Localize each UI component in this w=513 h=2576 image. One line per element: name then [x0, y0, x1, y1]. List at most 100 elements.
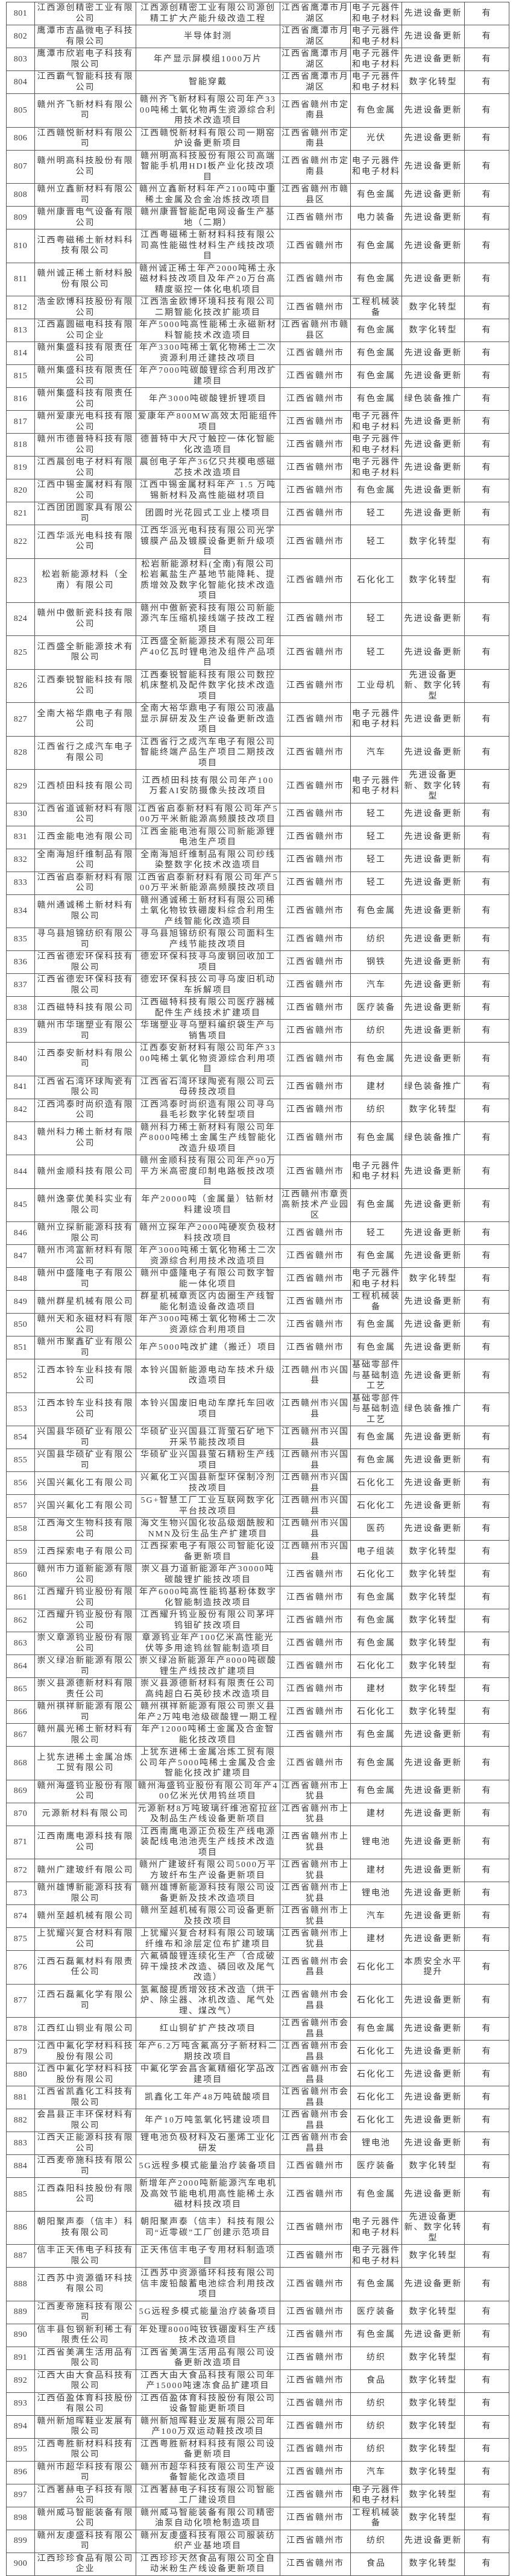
location-cell: 江西省赣州市会昌县 — [280, 1950, 351, 1985]
company-name-cell: 江西省行之成汽车电子有限公司 — [34, 735, 136, 770]
company-name-cell: 江西森阳科技股份有限公司 — [34, 2177, 136, 2212]
project-name-cell: 江西桢田科技有限公司年产100万套AI安防摄像头技改项目 — [136, 769, 280, 803]
industry-cell: 轻工 — [350, 1221, 402, 1245]
company-name-cell: 上犹东进稀土金属冶炼工贸有限公司 — [34, 1746, 136, 1780]
location-cell: 江西省赣州市上犹县 — [280, 1779, 351, 1803]
status-flag-cell: 有 — [464, 1221, 509, 1245]
status-flag-cell: 有 — [464, 1654, 509, 1678]
category-cell: 先进设备更新 — [401, 433, 465, 457]
row-number-cell: 815 — [6, 364, 35, 388]
row-number-cell: 892 — [6, 2369, 35, 2393]
status-flag-cell: 有 — [464, 229, 509, 263]
category-cell: 先进设备更新 — [401, 735, 465, 770]
location-cell: 江西省赣州市赣县区 — [280, 183, 351, 207]
location-cell: 江西省赣州市上犹县 — [280, 1802, 351, 1826]
industry-cell: 轻工 — [350, 525, 402, 559]
location-cell: 江西赣州市章贡高新技术产业园区 — [280, 1188, 351, 1222]
table-row: 864 崇义绿冶新能源有限公司 崇义绿冶新能源年产8000吨碳酸锂生产线技改扩建项目… — [6, 1654, 509, 1678]
location-cell: 江西省赣州市 — [280, 1019, 351, 1043]
project-name-cell: 江西华派光电科技有限公司光学镀膜产品及镀膜设备更新升级项目 — [136, 525, 280, 559]
row-number-cell: 839 — [6, 1019, 35, 1043]
row-number-cell: 891 — [6, 2346, 35, 2370]
industry-cell: 电子元器件和电子材料 — [350, 410, 402, 434]
industry-cell: 基础零部件与基础制造工艺 — [350, 1392, 402, 1426]
status-flag-cell: 有 — [464, 2506, 509, 2530]
table-row: 839 赣州市华瑞塑业有限公司 华瑞塑业寻乌塑料编织袋生产与销售项目 江西省赣州市 纺织… — [6, 1019, 509, 1043]
row-number-cell: 884 — [6, 2154, 35, 2178]
table-row: 891 江西省美满生活用品有限公司 江西省美满生活用品有限公司设备更新改造项目 江西省… — [6, 2346, 509, 2370]
table-row: 815 赣州集盛科技有限责任公司 年产7000吨碳酸锂综合利用改扩建项目 江西省赣州市… — [6, 364, 509, 388]
project-name-cell: 赣州明高科技股份有限公司高端智能手机用HDI板产业化技改项目 — [136, 149, 280, 184]
project-name-cell: 赣州雄博新能源科技有限公司设备更新及技术改造项目 — [136, 1882, 280, 1905]
table-row: 843 赣州科力稀土新材有限公司 赣州科力稀土新材料有限公司年产8000吨稀土金属生… — [6, 1121, 509, 1155]
project-name-cell: 爱康年产800MW高效太阳能组件项目 — [136, 410, 280, 434]
company-name-cell: 赣州中傲新瓷科技有限公司 — [34, 602, 136, 636]
category-cell: 先进设备更新 — [401, 1359, 465, 1393]
row-number-cell: 897 — [6, 2483, 35, 2507]
location-cell: 江西省赣州市 — [280, 2369, 351, 2393]
project-name-cell: 年产12000吨稀土金属及合金智能化技改项目 — [136, 1723, 280, 1747]
row-number-cell: 874 — [6, 1904, 35, 1928]
company-name-cell: 江西晨创电子材料有限公司 — [34, 456, 136, 479]
location-cell: 江西省赣州市 — [280, 364, 351, 388]
status-flag-cell: 有 — [464, 1677, 509, 1701]
project-name-cell: 寻乌县旭锦纺织有限公司面料生产线节能技改项目 — [136, 928, 280, 951]
project-name-cell: 团圆时光花园式工业上楼项目 — [136, 502, 280, 525]
company-name-cell: 江西省石湾环球陶瓷有限公司 — [34, 1075, 136, 1099]
location-cell: 江西省赣州市上犹县 — [280, 1904, 351, 1928]
status-flag-cell: 有 — [464, 2300, 509, 2324]
location-cell: 江西省赣州市 — [280, 973, 351, 997]
table-row: 838 江西磁特科技有限公司 江西磁特科技有限公司医疗器械配件生产线技术扩建项目 江西… — [6, 996, 509, 1020]
status-flag-cell: 有 — [464, 1019, 509, 1043]
project-name-cell: 赣州市超华科技有限公司生产设备智能化改造项目 — [136, 2460, 280, 2484]
status-flag-cell: 有 — [464, 1155, 509, 1189]
status-flag-cell: 有 — [464, 1188, 509, 1222]
row-number-cell: 873 — [6, 1882, 35, 1905]
industry-cell: 有色金属 — [350, 1723, 402, 1747]
category-cell: 先进设备更新 — [401, 364, 465, 388]
status-flag-cell: 有 — [464, 558, 509, 603]
row-number-cell: 899 — [6, 2529, 35, 2553]
row-number-cell: 829 — [6, 769, 35, 803]
location-cell: 江西省赣州市 — [280, 456, 351, 479]
status-flag-cell: 有 — [464, 928, 509, 951]
location-cell: 江西省赣州市 — [280, 871, 351, 895]
industry-cell: 有色金属 — [350, 387, 402, 411]
industry-cell: 纺织 — [350, 1019, 402, 1043]
project-name-cell: 赣州康晋智能配电网设备生产基地（二期） — [136, 206, 280, 229]
table-row: 888 江西苏中资源循环科技有限公司 江西苏中资源循环科技有限公司信丰废铅酸蓄电池综… — [6, 2267, 509, 2301]
row-number-cell: 825 — [6, 635, 35, 670]
table-row: 899 赣州友虔盛科技有限公司 赣州友虔盛科技有限公司服装纺织产业基地项目 江西省赣州… — [6, 2529, 509, 2553]
table-row: 882 会昌县正丰环保材料有限公司 年产10万吨氢氧化钙建设项目 江西省赣州市会昌县石… — [6, 2109, 509, 2132]
project-name-cell: 江西南鹰电源正负极生产线电源装配线电池池壳生产线技术改造项目 — [136, 1825, 280, 1859]
project-name-cell: 本铃兴国新能源电动车技术升级改造项目 — [136, 1359, 280, 1393]
industry-cell: 建材 — [350, 1802, 402, 1826]
project-name-cell: 赣州友虔盛科技有限公司服装纺织产业基地项目 — [136, 2529, 280, 2553]
project-name-cell: 赣州至越机械有限公司设备更新及技改项目 — [136, 1904, 280, 1928]
location-cell: 江西省赣州市 — [280, 433, 351, 457]
status-flag-cell: 有 — [464, 2552, 509, 2576]
location-cell: 江西省赣州市 — [280, 1586, 351, 1609]
category-cell: 数字化转型 — [401, 2346, 465, 2370]
location-cell: 江西省赣州市 — [280, 502, 351, 525]
table-row: 869 赣州海盛钨业股份有限公司 赣州海盛钨业股份有限公司年产400亿米光伏用钨丝项… — [6, 1779, 509, 1803]
row-number-cell: 823 — [6, 558, 35, 603]
location-cell: 江西省鹰潭市月湖区 — [280, 25, 351, 48]
row-number-cell: 888 — [6, 2267, 35, 2301]
location-cell: 江西省赣州市 — [280, 2437, 351, 2462]
status-flag-cell: 有 — [464, 1700, 509, 1724]
project-name-cell: 赣州祺祥新能源有限公司崇义县年产2万吨电池级碳酸锂一期工程 — [136, 1700, 280, 1724]
location-cell: 江西省赣州市 — [280, 950, 351, 974]
status-flag-cell: 有 — [464, 1723, 509, 1747]
table-row: 823 松岩新能源材料（全南）有限公司 松岩新能源材料(全南)有限公司松岩氟盐生产基… — [6, 558, 509, 603]
category-cell: 先进设备更新 — [401, 894, 465, 928]
category-cell: 先进设备更新 — [401, 1471, 465, 1495]
project-name-cell: 赣州齐飞新材料有限公司年产3300吨稀土氧化物再生资源综合利用技术改造项目 — [136, 93, 280, 128]
company-name-cell: 赣州金顺科技有限公司 — [34, 1155, 136, 1189]
row-number-cell: 857 — [6, 1494, 35, 1518]
location-cell: 江西赣州市兴国县 — [280, 1426, 351, 1449]
row-number-cell: 851 — [6, 1336, 35, 1359]
table-row: 847 赣州市鸿富新材料有限公司 年产3000吨稀土氧化物稀土二次资源综合利用技术改… — [6, 1244, 509, 1268]
table-row: 813 江西嘉圆磁电科技有限公司企业 年产5000吨高性能稀土永磁新材料智能技术改造… — [6, 319, 509, 342]
company-name-cell: 信丰正天伟电子科技有限公司 — [34, 2244, 136, 2268]
